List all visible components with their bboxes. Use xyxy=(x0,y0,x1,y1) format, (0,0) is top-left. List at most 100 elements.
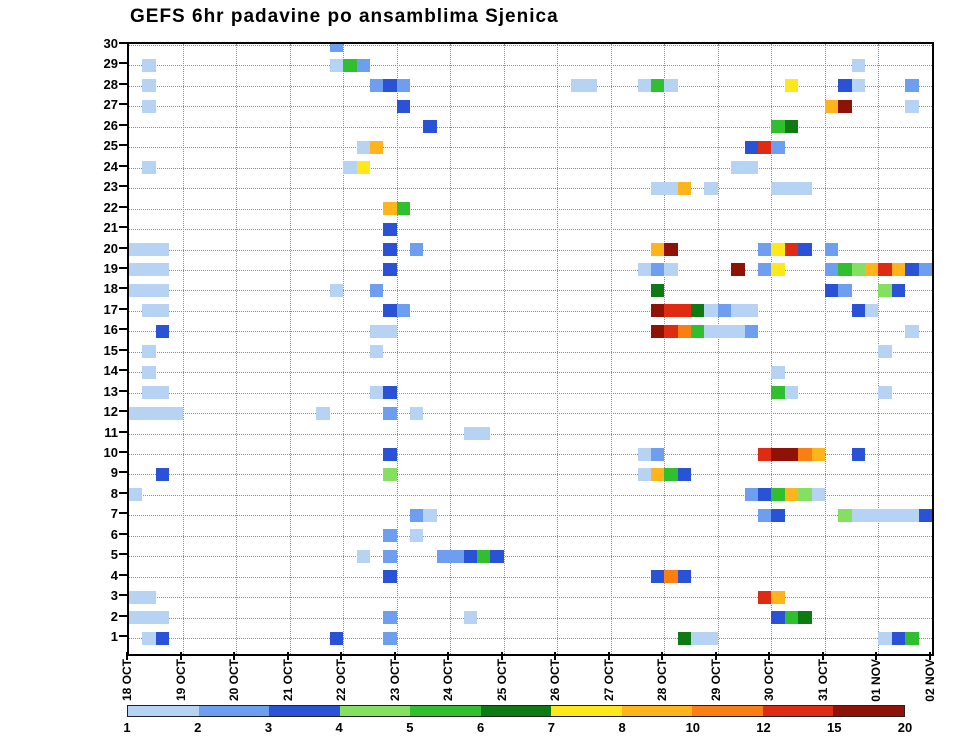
heatmap-cell xyxy=(704,181,718,195)
heatmap-cell xyxy=(865,304,879,318)
y-tick xyxy=(119,226,127,229)
y-tick xyxy=(119,369,127,372)
heatmap-cell xyxy=(878,386,892,400)
colorbar xyxy=(127,705,905,717)
heatmap-cell xyxy=(356,140,370,154)
heatmap-cell xyxy=(129,243,143,256)
heatmap-cell xyxy=(878,263,892,277)
heatmap-cell xyxy=(771,181,785,195)
heatmap-cell xyxy=(838,508,852,522)
heatmap-cell xyxy=(410,529,424,543)
heatmap-cell xyxy=(383,570,397,584)
x-tick xyxy=(393,652,396,660)
heatmap-cell xyxy=(142,161,156,175)
heatmap-cell xyxy=(637,79,651,93)
heatmap-cell xyxy=(798,181,812,195)
heatmap-cell xyxy=(851,58,866,72)
heatmap-cell xyxy=(129,488,143,502)
heatmap-cell xyxy=(838,99,852,113)
colorbar-segment xyxy=(410,706,481,716)
heatmap-cell xyxy=(784,79,799,93)
heatmap-cell xyxy=(891,263,906,277)
heatmap-cell xyxy=(383,631,397,645)
x-tick-label: 28 OCT xyxy=(655,659,670,702)
colorbar-label: 4 xyxy=(335,720,343,735)
heatmap-cell xyxy=(129,263,143,277)
x-tick-label: 31 OCT xyxy=(815,659,830,702)
heatmap-cell xyxy=(329,631,344,645)
x-tick-label: 25 OCT xyxy=(494,659,509,702)
heatmap-cell xyxy=(824,99,839,113)
horizontal-gridline xyxy=(129,310,932,312)
y-tick-label: 2 xyxy=(110,608,118,624)
y-tick xyxy=(119,123,127,126)
horizontal-gridline xyxy=(129,433,932,435)
colorbar-segment xyxy=(128,706,199,716)
heatmap-cell xyxy=(784,120,799,134)
colorbar-segment xyxy=(198,706,270,716)
horizontal-gridline xyxy=(129,45,932,46)
heatmap-cell xyxy=(650,570,665,584)
vertical-gridline xyxy=(557,44,559,654)
heatmap-cell xyxy=(784,488,799,502)
heatmap-cell xyxy=(744,488,759,502)
heatmap-cell xyxy=(891,283,906,297)
horizontal-gridline xyxy=(129,249,932,251)
y-tick xyxy=(119,430,127,433)
vertical-gridline xyxy=(503,44,505,654)
colorbar-label: 10 xyxy=(685,720,701,735)
heatmap-cell xyxy=(851,508,866,522)
colorbar-segment xyxy=(551,706,622,716)
heatmap-cell xyxy=(771,447,785,461)
heatmap-cell xyxy=(383,611,397,625)
y-tick-label: 14 xyxy=(103,363,118,379)
y-tick xyxy=(119,266,127,269)
horizontal-gridline xyxy=(129,638,932,640)
heatmap-cell xyxy=(356,161,370,175)
heatmap-cell xyxy=(369,386,384,400)
y-tick-label: 13 xyxy=(103,383,118,399)
horizontal-gridline xyxy=(129,372,932,374)
y-tick-label: 25 xyxy=(103,138,118,154)
heatmap-cell xyxy=(637,263,651,277)
heatmap-cell xyxy=(396,304,411,318)
x-tick xyxy=(179,652,182,660)
heatmap-cell xyxy=(155,263,170,277)
x-tick-label: 01 NOV xyxy=(869,659,884,702)
y-tick-label: 15 xyxy=(103,342,118,358)
x-tick xyxy=(821,652,824,660)
heatmap-cell xyxy=(650,243,665,256)
heatmap-cell xyxy=(463,427,477,441)
colorbar-label: 12 xyxy=(756,720,771,735)
heatmap-cell xyxy=(664,304,678,318)
heatmap-cell xyxy=(383,243,397,256)
colorbar-segment xyxy=(621,706,693,716)
vertical-gridline xyxy=(824,44,826,654)
y-tick xyxy=(119,573,127,576)
y-tick-label: 3 xyxy=(110,588,118,604)
x-tick-label: 26 OCT xyxy=(548,659,563,702)
heatmap-cell xyxy=(155,243,170,256)
heatmap-cell xyxy=(383,529,397,543)
y-tick xyxy=(119,82,127,85)
heatmap-cell xyxy=(650,263,665,277)
heatmap-cell xyxy=(383,304,397,318)
heatmap-cell xyxy=(169,406,183,420)
heatmap-cell xyxy=(704,304,718,318)
colorbar-label: 8 xyxy=(618,720,626,735)
heatmap-cell xyxy=(383,263,397,277)
heatmap-cell xyxy=(677,631,692,645)
colorbar-label: 1 xyxy=(123,720,131,735)
heatmap-cell xyxy=(744,324,759,338)
heatmap-cell xyxy=(396,202,411,216)
heatmap-cell xyxy=(851,304,866,318)
y-tick xyxy=(119,532,127,535)
y-tick-label: 30 xyxy=(103,36,118,51)
vertical-gridline xyxy=(396,44,398,654)
heatmap-cell xyxy=(758,243,772,256)
colorbar-segment xyxy=(692,706,763,716)
y-tick xyxy=(119,144,127,147)
x-tick xyxy=(929,652,931,660)
heatmap-cell xyxy=(570,79,585,93)
heatmap-cell xyxy=(784,181,799,195)
